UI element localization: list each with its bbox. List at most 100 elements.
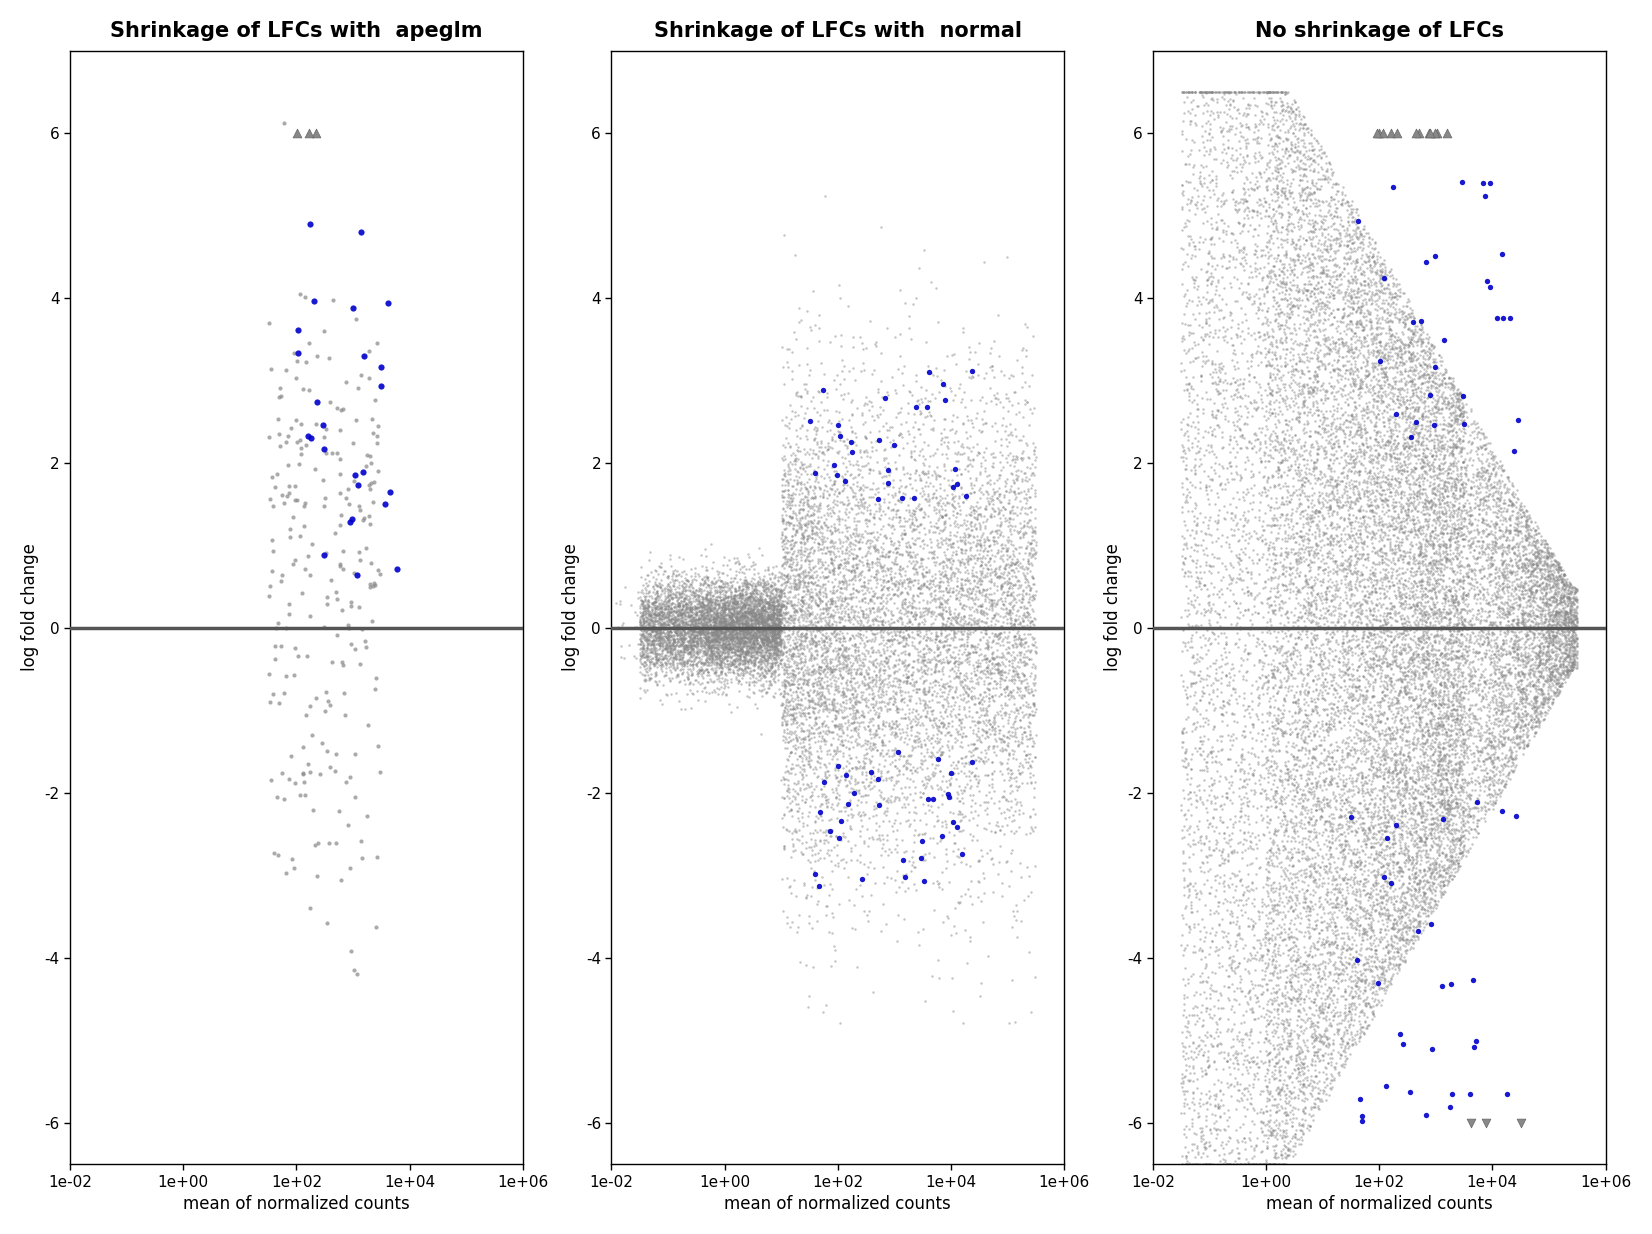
Point <box>1257 654 1284 674</box>
Point <box>1341 449 1368 469</box>
Point <box>833 570 859 590</box>
Point <box>1498 702 1525 722</box>
Point <box>1536 605 1563 624</box>
Point <box>1355 922 1381 942</box>
Point <box>1386 310 1412 329</box>
Point <box>724 581 750 601</box>
Point <box>824 716 851 735</box>
Point <box>1535 628 1561 648</box>
Point <box>1401 622 1427 642</box>
Point <box>776 554 803 574</box>
Point <box>666 596 692 616</box>
Point <box>876 845 902 865</box>
Point <box>732 611 758 631</box>
Point <box>1252 571 1279 591</box>
Point <box>1432 557 1459 576</box>
Point <box>1419 387 1446 407</box>
Point <box>1457 522 1483 542</box>
Point <box>1282 331 1308 350</box>
Point <box>1360 680 1386 700</box>
Point <box>659 610 686 629</box>
Point <box>1371 666 1398 686</box>
Point <box>765 618 791 638</box>
Point <box>809 685 836 705</box>
Point <box>1442 434 1469 454</box>
Point <box>1449 764 1475 784</box>
Point <box>910 538 937 558</box>
Point <box>1520 554 1546 574</box>
Point <box>909 439 935 459</box>
Point <box>631 597 657 617</box>
Point <box>760 617 786 637</box>
Point <box>1437 664 1464 684</box>
Point <box>1546 658 1573 677</box>
Point <box>648 596 674 616</box>
Point <box>1455 580 1482 600</box>
Point <box>1302 543 1328 563</box>
Point <box>1406 710 1432 729</box>
Point <box>846 524 872 544</box>
Point <box>1419 789 1446 808</box>
Point <box>771 475 798 495</box>
Point <box>710 555 737 575</box>
Point <box>1427 876 1454 896</box>
Point <box>975 664 1001 684</box>
Point <box>1432 543 1459 563</box>
Point <box>1358 501 1384 521</box>
Point <box>798 633 824 653</box>
Point <box>1472 510 1498 529</box>
Point <box>743 613 770 633</box>
Point <box>1528 692 1555 712</box>
Point <box>1351 512 1378 532</box>
Point <box>1265 434 1292 454</box>
Point <box>1520 726 1546 745</box>
Point <box>1305 557 1332 576</box>
Point <box>1528 610 1555 629</box>
Point <box>1432 755 1459 775</box>
Point <box>961 716 988 735</box>
Point <box>838 675 864 695</box>
Point <box>355 368 382 387</box>
Point <box>740 555 767 575</box>
Point <box>1358 750 1384 770</box>
Point <box>780 576 806 596</box>
Point <box>1303 397 1330 417</box>
Point <box>1540 564 1566 584</box>
Point <box>1320 685 1346 705</box>
Point <box>852 394 879 413</box>
Point <box>1365 385 1391 405</box>
Point <box>1426 792 1452 812</box>
Point <box>1414 626 1441 645</box>
Point <box>1294 549 1320 569</box>
Point <box>843 468 869 487</box>
Point <box>1219 489 1246 508</box>
Point <box>755 648 781 668</box>
Point <box>684 616 710 636</box>
Point <box>1370 465 1396 485</box>
Point <box>1294 375 1320 395</box>
Point <box>1259 355 1285 375</box>
Point <box>1416 339 1442 359</box>
Point <box>930 637 957 656</box>
Point <box>790 605 816 624</box>
Point <box>1328 307 1355 327</box>
Point <box>1226 916 1252 935</box>
Point <box>910 671 937 691</box>
Point <box>1535 610 1561 629</box>
Point <box>1305 1039 1332 1059</box>
Point <box>705 632 732 652</box>
Point <box>1312 385 1338 405</box>
Point <box>955 686 981 706</box>
Point <box>1482 739 1508 759</box>
Point <box>1282 822 1308 842</box>
Point <box>937 789 963 808</box>
Point <box>885 574 912 594</box>
Point <box>1450 516 1477 536</box>
Point <box>887 632 914 652</box>
Point <box>733 578 760 597</box>
Point <box>1426 529 1452 549</box>
Point <box>783 439 809 459</box>
Point <box>1254 297 1280 317</box>
Point <box>1487 621 1513 640</box>
Point <box>1317 339 1343 359</box>
